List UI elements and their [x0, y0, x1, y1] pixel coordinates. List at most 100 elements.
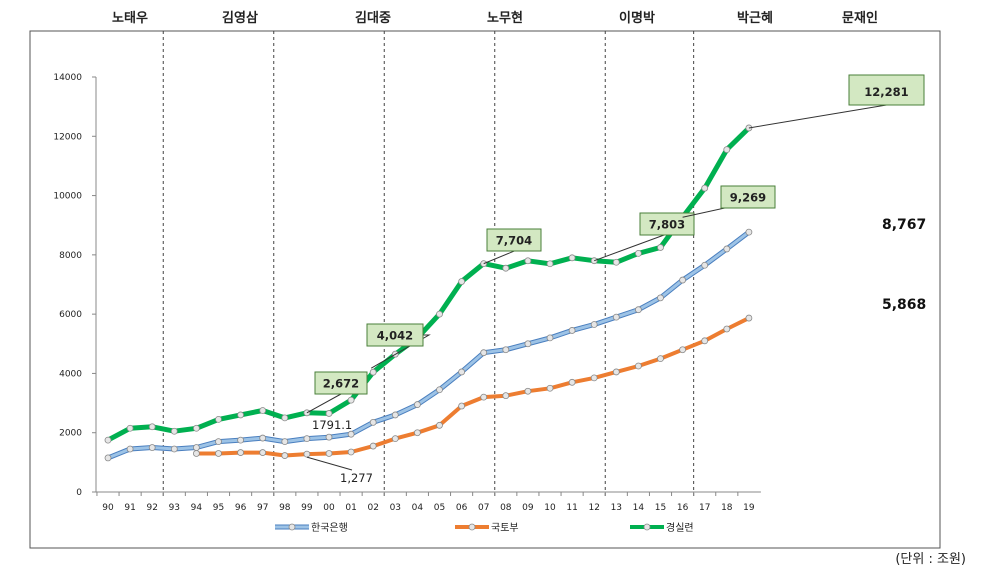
y-tick-label: 10000: [53, 192, 82, 202]
x-tick-label: 98: [279, 503, 291, 513]
x-tick-label: 17: [699, 503, 710, 513]
callout-4: 9,269: [682, 185, 776, 218]
data-point: [413, 429, 421, 437]
data-point: [635, 362, 642, 370]
x-tick-label: 95: [213, 503, 224, 513]
data-point: [215, 438, 222, 446]
data-point: [612, 313, 620, 321]
data-point: [568, 327, 576, 334]
legend-marker: [643, 523, 651, 531]
data-point: [524, 340, 532, 348]
era-label-4: 이명박: [619, 10, 655, 26]
era-label-0: 노태우: [112, 11, 148, 26]
data-point: [281, 414, 289, 422]
legend-label: 국토부: [491, 522, 519, 534]
data-point: [281, 452, 289, 459]
era-label-6: 문재인: [842, 10, 878, 26]
data-point: [303, 435, 311, 443]
data-point: [215, 450, 222, 457]
callout-box: [639, 212, 695, 236]
callout-1: 4,042: [366, 323, 431, 369]
x-tick-label: 12: [588, 503, 599, 513]
data-point: [347, 396, 355, 404]
era-label-3: 노무현: [487, 10, 523, 26]
x-tick-label: 14: [633, 503, 645, 513]
y-tick-label: 12000: [53, 132, 82, 142]
callout-label: 7,803: [649, 217, 685, 231]
data-point: [369, 418, 377, 426]
data-point: [192, 450, 200, 457]
legend: 한국은행 국토부 경실련: [275, 521, 694, 534]
callout-label: 4,042: [377, 328, 413, 342]
era-labels: 노태우 김영삼 김대중 노무현 이명박 박근혜 문재인: [112, 10, 878, 26]
data-point: [502, 346, 510, 354]
x-tick-label: 00: [323, 503, 335, 513]
data-point: [281, 438, 289, 446]
legend-item-0: 한국은행: [275, 522, 348, 534]
data-point: [458, 368, 466, 376]
data-point: [458, 278, 466, 285]
data-point: [126, 445, 134, 453]
x-tick-label: 92: [146, 503, 157, 513]
x-tick-label: 06: [456, 503, 468, 513]
era-label-5: 박근혜: [737, 10, 773, 26]
callout-0: 2,672: [306, 371, 368, 414]
callout-box: [314, 371, 368, 395]
data-point: [723, 245, 731, 253]
x-tick-label: 91: [124, 503, 135, 513]
data-point: [590, 374, 598, 382]
data-point: [192, 424, 200, 432]
data-point: [480, 349, 488, 357]
y-tick-label: 6000: [59, 310, 82, 320]
data-point: [436, 310, 443, 318]
x-tick-label: 19: [743, 503, 755, 513]
x-tick-label: 05: [434, 503, 445, 513]
value-label-1: 1,277: [306, 456, 373, 485]
y-tick-label: 0: [76, 488, 82, 498]
era-label-1: 김영삼: [222, 10, 258, 26]
data-point: [635, 306, 642, 314]
callout-leader: [306, 393, 342, 414]
callout-label: 9,269: [730, 190, 766, 204]
callout-box: [848, 74, 925, 106]
plot-frame: [29, 30, 941, 549]
data-point: [701, 184, 709, 192]
data-point: [590, 321, 598, 328]
callout-label: 7,704: [496, 233, 532, 247]
callout-3: 7,803: [594, 212, 695, 262]
data-point: [546, 260, 554, 268]
x-tick-label: 94: [191, 503, 203, 513]
callout-5: 12,281: [748, 74, 925, 129]
x-tick-label: 13: [611, 503, 622, 513]
x-tick-label: 09: [522, 503, 534, 513]
data-point: [303, 450, 311, 458]
legend-item-2: 경실련: [630, 521, 694, 534]
callout-2: 7,704: [483, 228, 542, 265]
data-point: [524, 257, 532, 265]
callout-layer: 2,672 4,042 7,704 7,803 9,269 12,281 1791.1 1,2…: [306, 74, 926, 485]
data-point: [458, 402, 466, 410]
data-point: [524, 387, 532, 395]
value-label: 1,277: [340, 471, 373, 485]
callout-leader: [370, 334, 431, 369]
x-tick-label: 08: [500, 503, 512, 513]
data-point: [546, 334, 554, 342]
data-point: [347, 430, 355, 438]
data-point: [546, 384, 554, 392]
data-point: [612, 368, 620, 376]
data-point: [745, 228, 753, 236]
callout-box: [486, 228, 542, 252]
data-point: [369, 442, 377, 450]
data-point: [745, 314, 753, 322]
data-point: [657, 355, 664, 363]
data-point: [701, 337, 709, 345]
data-point: [480, 393, 488, 401]
data-point: [126, 424, 134, 432]
data-point: [192, 444, 200, 451]
x-tick-label: 90: [102, 503, 114, 513]
data-point: [635, 249, 642, 257]
data-point: [325, 433, 333, 441]
series-line: [106, 126, 751, 443]
y-tick-label: 14000: [53, 73, 82, 83]
